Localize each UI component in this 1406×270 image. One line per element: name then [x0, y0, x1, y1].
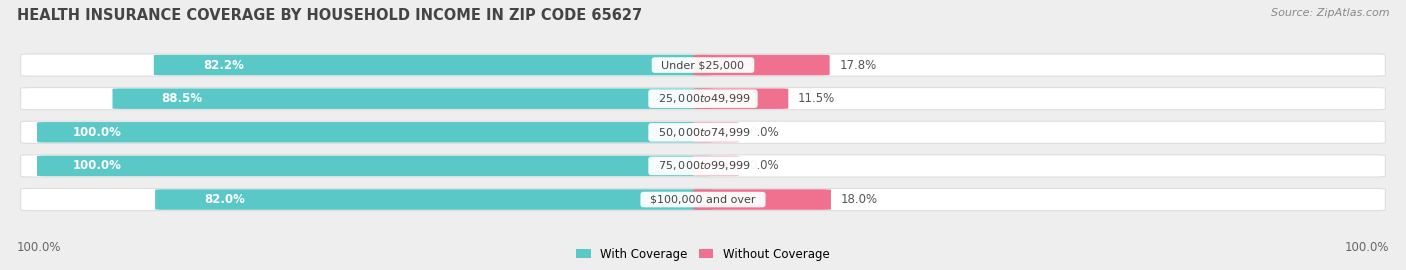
- FancyBboxPatch shape: [21, 54, 1385, 76]
- FancyBboxPatch shape: [21, 188, 1385, 211]
- FancyBboxPatch shape: [153, 55, 713, 75]
- Text: 18.0%: 18.0%: [841, 193, 877, 206]
- Text: HEALTH INSURANCE COVERAGE BY HOUSEHOLD INCOME IN ZIP CODE 65627: HEALTH INSURANCE COVERAGE BY HOUSEHOLD I…: [17, 8, 643, 23]
- Text: 100.0%: 100.0%: [73, 159, 122, 173]
- Text: 0.0%: 0.0%: [749, 126, 779, 139]
- Legend: With Coverage, Without Coverage: With Coverage, Without Coverage: [572, 243, 834, 265]
- Text: Source: ZipAtlas.com: Source: ZipAtlas.com: [1271, 8, 1389, 18]
- Text: $25,000 to $49,999: $25,000 to $49,999: [651, 92, 755, 105]
- Text: 0.0%: 0.0%: [749, 159, 779, 173]
- FancyBboxPatch shape: [21, 155, 1385, 177]
- Text: 82.2%: 82.2%: [202, 59, 243, 72]
- FancyBboxPatch shape: [693, 189, 831, 210]
- FancyBboxPatch shape: [155, 189, 713, 210]
- Text: 100.0%: 100.0%: [17, 241, 62, 254]
- Text: 82.0%: 82.0%: [204, 193, 245, 206]
- Text: 17.8%: 17.8%: [839, 59, 877, 72]
- FancyBboxPatch shape: [37, 156, 713, 176]
- Text: 11.5%: 11.5%: [799, 92, 835, 105]
- FancyBboxPatch shape: [693, 88, 789, 109]
- Text: $100,000 and over: $100,000 and over: [644, 195, 762, 205]
- FancyBboxPatch shape: [21, 121, 1385, 143]
- FancyBboxPatch shape: [693, 156, 740, 176]
- FancyBboxPatch shape: [693, 122, 740, 143]
- FancyBboxPatch shape: [112, 88, 713, 109]
- Text: 88.5%: 88.5%: [162, 92, 202, 105]
- Text: $75,000 to $99,999: $75,000 to $99,999: [651, 159, 755, 173]
- Text: 100.0%: 100.0%: [73, 126, 122, 139]
- FancyBboxPatch shape: [21, 87, 1385, 110]
- FancyBboxPatch shape: [693, 55, 830, 75]
- Text: Under $25,000: Under $25,000: [655, 60, 751, 70]
- FancyBboxPatch shape: [37, 122, 713, 143]
- Text: $50,000 to $74,999: $50,000 to $74,999: [651, 126, 755, 139]
- Text: 100.0%: 100.0%: [1344, 241, 1389, 254]
